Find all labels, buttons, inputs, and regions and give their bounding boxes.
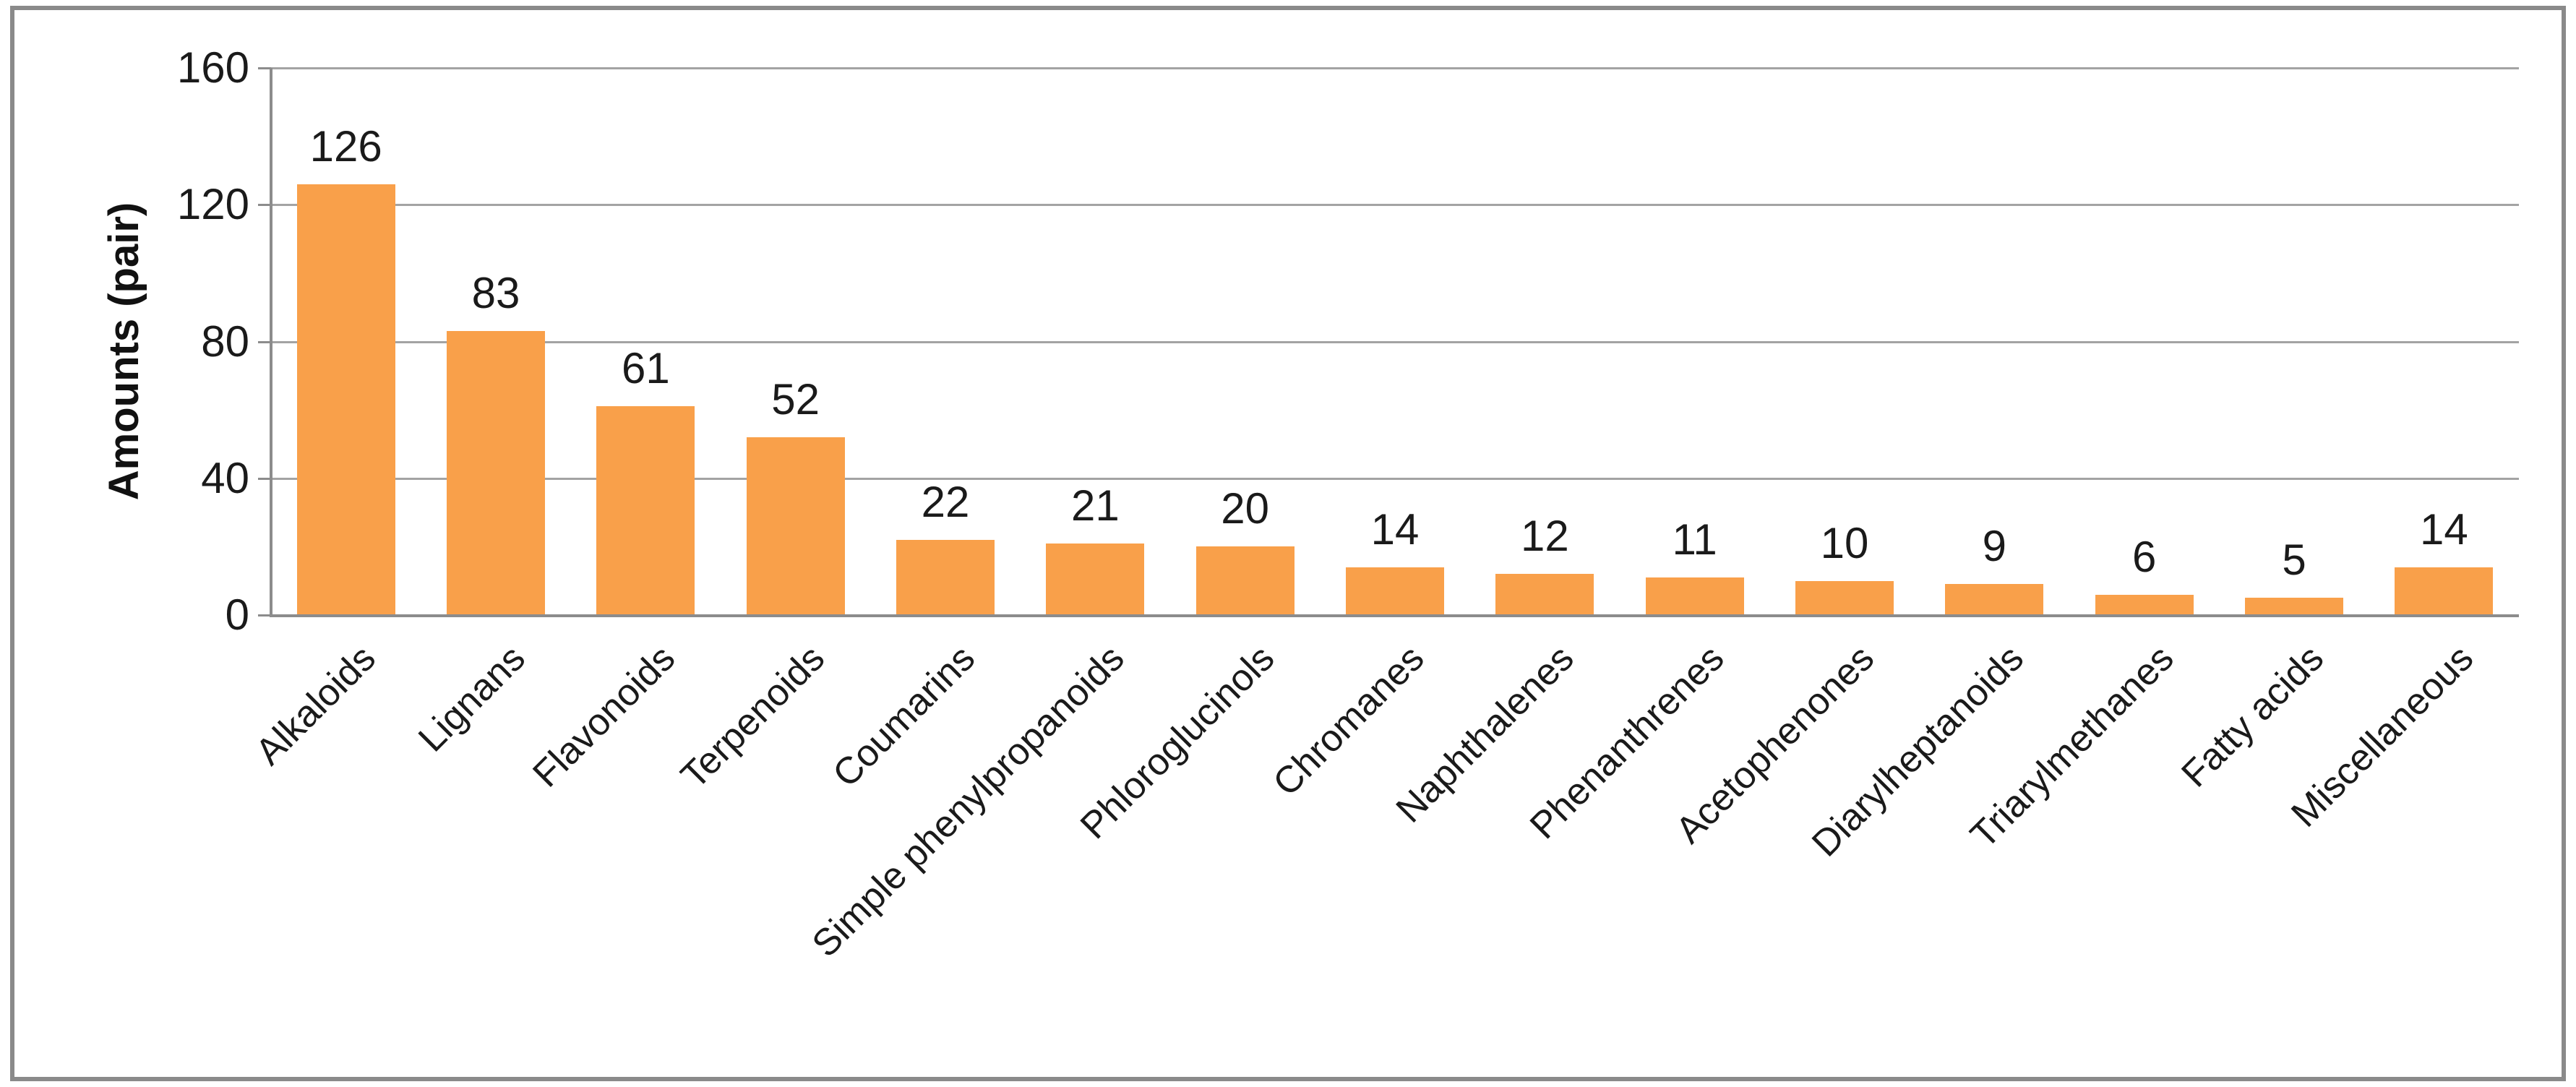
bar — [746, 437, 845, 615]
bar-value-label: 6 — [2131, 532, 2157, 581]
bar-value-label: 14 — [1370, 504, 1420, 554]
category-label: Simple phenylpropanoids — [804, 637, 1133, 966]
gridline — [271, 477, 2519, 480]
y-tick-label: 120 — [176, 180, 249, 229]
gridline — [271, 340, 2519, 343]
bar-value-label: 52 — [771, 374, 820, 424]
chart-frame: Amounts (pair) 0 40 80 120 160 126 Alkaloids 83… — [10, 6, 2566, 1081]
bar — [447, 331, 545, 615]
category-label: Terpenoids — [673, 637, 833, 797]
y-axis-tick — [258, 477, 271, 480]
x-axis-line — [270, 614, 2519, 617]
y-tick-label: 40 — [201, 453, 249, 502]
bar-value-label: 126 — [309, 121, 382, 171]
bar — [2395, 567, 2494, 615]
bar — [1945, 584, 2044, 615]
bar-value-label: 83 — [471, 269, 520, 318]
category-label: Fatty acids — [2173, 637, 2332, 796]
y-axis-tick — [258, 340, 271, 343]
category-label: Coumarins — [824, 637, 983, 796]
bar-value-label: 12 — [1520, 512, 1569, 561]
gridline — [271, 204, 2519, 207]
bar-value-label: 10 — [1820, 518, 1869, 567]
y-axis-tick — [258, 67, 271, 69]
gridline — [271, 67, 2519, 69]
bar-chart: Amounts (pair) 0 40 80 120 160 126 Alkaloids 83… — [14, 10, 2562, 1077]
y-axis-tick — [258, 614, 271, 616]
category-label: Flavonoids — [525, 637, 684, 796]
bar — [896, 539, 995, 615]
bar — [1046, 543, 1145, 615]
bar — [1645, 577, 1744, 615]
y-axis-line — [270, 68, 272, 616]
y-tick-label: 80 — [201, 317, 249, 366]
bar-value-label: 20 — [1221, 484, 1270, 533]
category-label: Lignans — [410, 637, 533, 760]
bar — [2245, 598, 2343, 615]
bar — [296, 184, 395, 615]
bar-value-label: 22 — [921, 477, 970, 526]
bar — [1195, 546, 1295, 615]
bar-value-label: 14 — [2419, 504, 2468, 554]
bar — [1495, 574, 1594, 615]
bar-value-label: 11 — [1672, 515, 1717, 564]
bar-value-label: 5 — [2282, 536, 2306, 585]
category-label: Alkaloids — [247, 637, 384, 773]
bar — [1346, 567, 1444, 615]
y-tick-label: 0 — [225, 590, 249, 639]
bar-value-label: 61 — [621, 344, 670, 393]
bar — [596, 406, 695, 615]
bar — [2095, 594, 2194, 615]
bar-value-label: 9 — [1982, 522, 2007, 571]
y-tick-label: 160 — [176, 43, 249, 92]
bar — [1795, 580, 1894, 615]
y-axis-tick — [258, 204, 271, 207]
bar-value-label: 21 — [1070, 481, 1120, 530]
